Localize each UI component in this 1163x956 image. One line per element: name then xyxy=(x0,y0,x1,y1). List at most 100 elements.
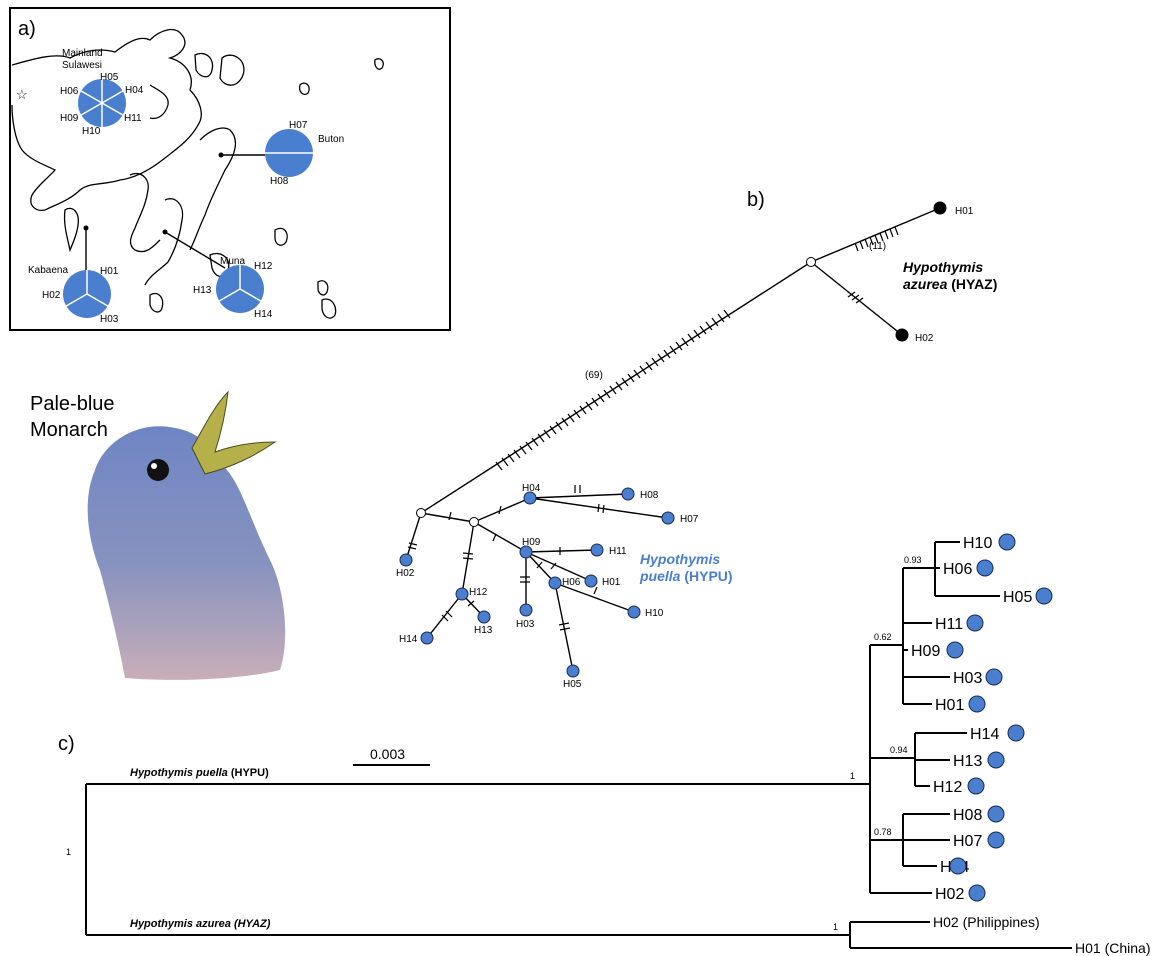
panel-a-map: a) ☆ xyxy=(9,7,451,331)
svg-text:H12: H12 xyxy=(933,779,962,796)
bird-eye xyxy=(147,459,169,481)
svg-text:H11: H11 xyxy=(124,113,142,124)
svg-text:H02: H02 xyxy=(935,886,964,903)
network-node-hyaz-h02 xyxy=(895,328,909,342)
svg-text:H13: H13 xyxy=(953,753,982,770)
svg-text:H06: H06 xyxy=(562,577,581,588)
tree-branches xyxy=(85,541,1072,949)
map-coastline xyxy=(11,28,384,319)
network-hypu-label-line1: Hypothymis xyxy=(640,551,720,567)
svg-text:H12: H12 xyxy=(469,587,488,598)
svg-text:H05: H05 xyxy=(1003,589,1032,606)
capital-star-icon: ☆ xyxy=(16,87,28,102)
svg-text:H08: H08 xyxy=(640,490,659,501)
panel-c-tree: c) 0.003 xyxy=(58,533,1150,956)
svg-text:H02: H02 xyxy=(396,568,415,579)
map-connectors xyxy=(83,152,265,270)
svg-text:H08: H08 xyxy=(270,176,289,187)
svg-text:H12: H12 xyxy=(254,261,273,272)
network-hyaz-label-line1: Hypothymis xyxy=(903,259,983,275)
network-median-root xyxy=(416,508,426,518)
bird-beak xyxy=(191,390,277,475)
support-c1a: 0.93 xyxy=(904,555,922,565)
svg-text:H03: H03 xyxy=(100,314,119,325)
bird-caption-line2: Monarch xyxy=(30,419,108,441)
bird-body xyxy=(87,426,286,680)
svg-text:H11: H11 xyxy=(609,546,627,557)
svg-text:H06: H06 xyxy=(943,561,972,578)
svg-text:H05: H05 xyxy=(100,72,119,83)
pie-kabaena: H01 H02 H03 xyxy=(42,266,119,325)
long-branch-hatches xyxy=(407,226,899,631)
svg-text:H14: H14 xyxy=(970,726,999,743)
svg-text:H10: H10 xyxy=(963,535,992,552)
svg-text:H05: H05 xyxy=(563,679,582,690)
svg-text:H06: H06 xyxy=(60,86,79,97)
network-median-hypu xyxy=(469,517,479,527)
tree-hyaz-label: Hypothymis azurea (HYAZ) xyxy=(130,918,271,930)
network-hypu-nodes xyxy=(399,487,675,678)
tree-tip-labels: H10 H06 H05 H11 H09 H03 H01 H14 H13 H12 … xyxy=(911,535,1150,956)
pie-muna: H12 H13 H14 xyxy=(193,261,273,320)
panel-b-label: b) xyxy=(747,189,765,211)
tree-hypu-label: Hypothymis puella (HYPU) xyxy=(130,767,269,779)
svg-text:H01: H01 xyxy=(602,577,621,588)
svg-text:H09: H09 xyxy=(911,643,940,660)
bird-caption-line1: Pale-blue xyxy=(30,393,115,415)
network-node-hyaz-h01 xyxy=(933,201,947,215)
region-label-buton: Buton xyxy=(318,134,344,145)
svg-text:H01: H01 xyxy=(935,697,964,714)
svg-text:H14: H14 xyxy=(399,634,418,645)
svg-text:H02: H02 xyxy=(42,290,61,301)
network-hypu-label-line2: puella (HYPU) xyxy=(639,568,733,584)
support-hyaz: 1 xyxy=(833,922,838,932)
svg-text:H13: H13 xyxy=(193,285,212,296)
support-c2: 0.94 xyxy=(890,745,908,755)
region-label-mainland-2: Sulawesi xyxy=(62,60,102,71)
support-root: 1 xyxy=(66,847,71,857)
network-label-hyaz-h01: H01 xyxy=(955,206,974,217)
svg-text:H01 (China): H01 (China) xyxy=(1075,940,1150,956)
support-c3: 0.78 xyxy=(874,827,892,837)
svg-text:H07: H07 xyxy=(289,120,308,131)
region-label-mainland-1: Mainland xyxy=(62,48,103,59)
svg-text:H13: H13 xyxy=(474,625,493,636)
svg-text:H10: H10 xyxy=(82,126,101,137)
svg-text:H03: H03 xyxy=(953,670,982,687)
svg-text:H01: H01 xyxy=(100,266,119,277)
network-hypu-labels: H02 H04 H08 H07 H09 H11 H06 H01 H03 H10 … xyxy=(396,483,699,690)
tree-tip-markers xyxy=(946,533,1053,902)
svg-text:H07: H07 xyxy=(953,833,982,850)
network-median-hyaz xyxy=(806,257,816,267)
scale-bar-label: 0.003 xyxy=(370,746,405,762)
network-edges xyxy=(405,207,941,672)
svg-text:H14: H14 xyxy=(254,309,273,320)
network-hyaz-code: (HYAZ) xyxy=(951,276,997,292)
network-hypu-code: (HYPU) xyxy=(684,568,732,584)
region-label-muna: Muna xyxy=(220,256,245,267)
bird-illustration: Pale-blue Monarch xyxy=(30,390,286,680)
svg-text:H02 (Philippines): H02 (Philippines) xyxy=(933,914,1040,930)
pie-buton: H07 H08 xyxy=(265,120,313,187)
pie-mainland: H05 H04 H11 H10 H09 H06 xyxy=(60,72,144,137)
svg-text:H07: H07 xyxy=(680,514,699,525)
long-branch-count: (69) xyxy=(585,370,603,381)
svg-text:H04: H04 xyxy=(522,483,541,494)
panel-c-label: c) xyxy=(58,733,75,755)
svg-text:H08: H08 xyxy=(953,807,982,824)
svg-text:H11: H11 xyxy=(935,616,963,633)
region-label-kabaena: Kabaena xyxy=(28,265,68,276)
support-hypu: 1 xyxy=(850,771,855,781)
network-hyaz-species: azurea xyxy=(903,276,948,292)
panel-b-network: b) xyxy=(396,189,997,690)
network-hyaz-label-line2: azurea (HYAZ) xyxy=(903,276,997,292)
svg-text:H10: H10 xyxy=(645,608,664,619)
network-hypu-species: puella xyxy=(639,568,681,584)
panel-a-label: a) xyxy=(18,18,36,40)
svg-text:H09: H09 xyxy=(522,537,541,548)
svg-text:H04: H04 xyxy=(125,85,144,96)
svg-text:H09: H09 xyxy=(60,113,79,124)
network-label-hyaz-h02: H02 xyxy=(915,333,934,344)
hyaz-branch-count: (11) xyxy=(869,241,886,252)
